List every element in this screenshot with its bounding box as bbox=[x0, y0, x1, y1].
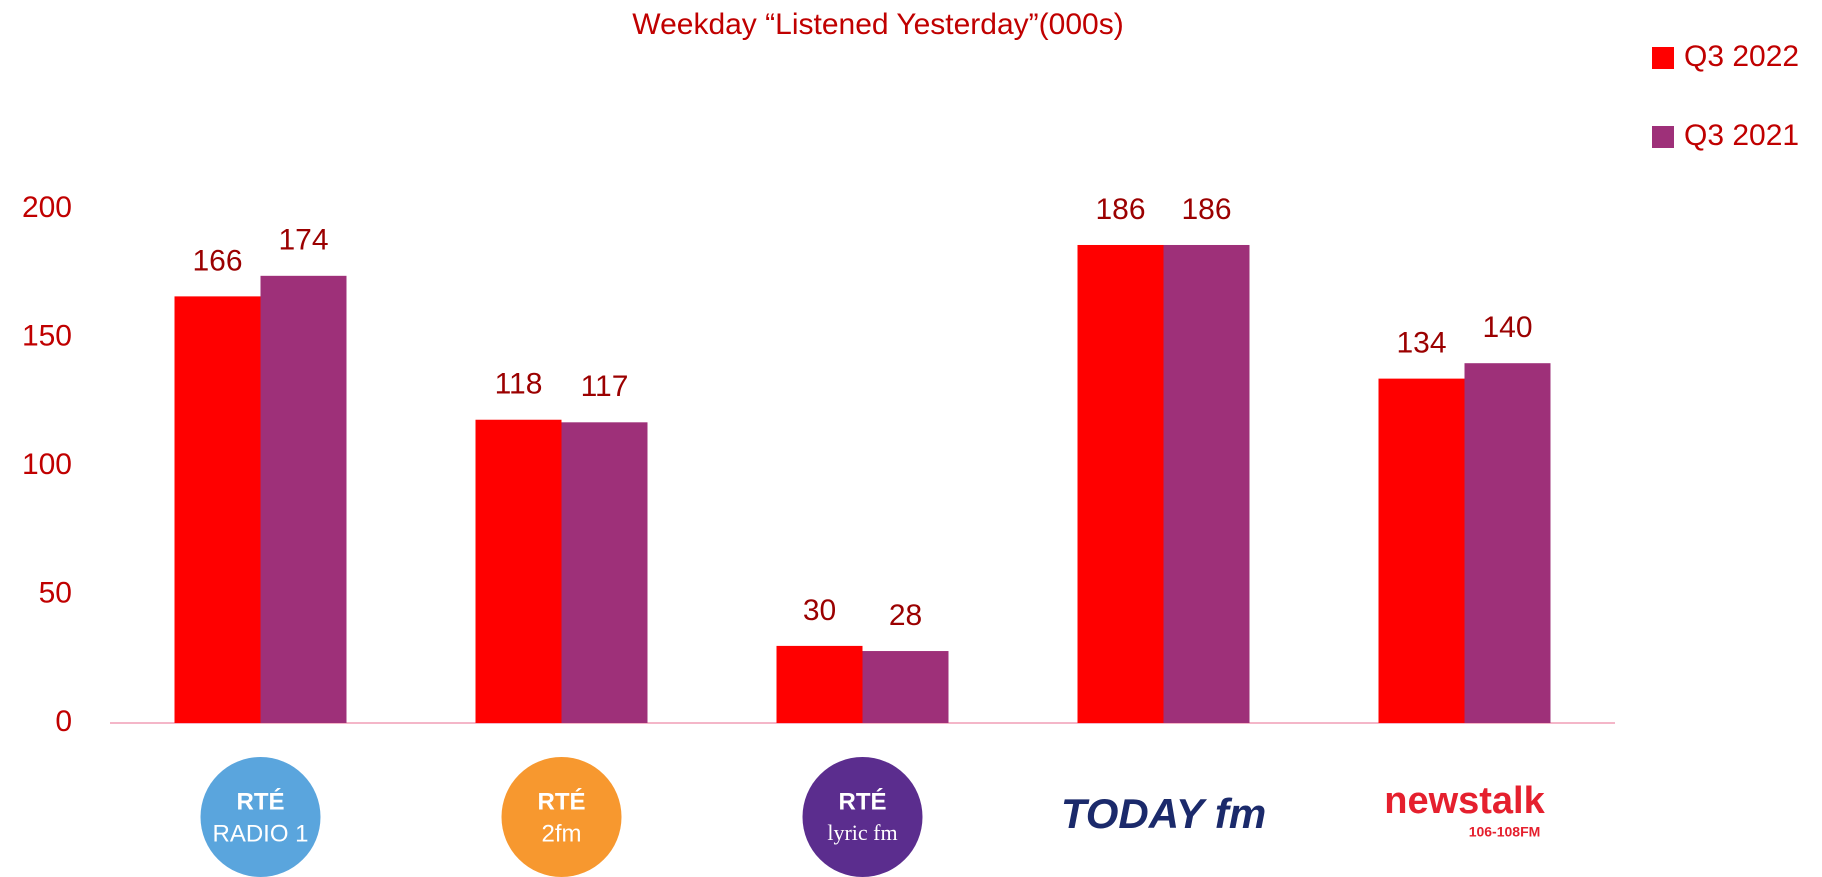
legend-label: Q3 2021 bbox=[1684, 119, 1799, 152]
legend-swatch bbox=[1652, 47, 1674, 69]
station-logo bbox=[200, 757, 321, 877]
chart-title: Weekday “Listened Yesterday”(000s) bbox=[632, 8, 1123, 41]
y-tick-label: 50 bbox=[39, 576, 72, 609]
value-label: 174 bbox=[278, 224, 328, 257]
bar bbox=[561, 422, 648, 723]
value-label: 140 bbox=[1482, 311, 1532, 344]
x-tick-label: RADIO 1 bbox=[212, 820, 308, 847]
station-logo bbox=[802, 757, 923, 877]
y-tick-label: 150 bbox=[22, 319, 72, 352]
x-tick-label: RTÉ bbox=[538, 787, 586, 815]
station-logo bbox=[501, 757, 622, 877]
x-tick-label: 2fm bbox=[541, 820, 581, 847]
x-tick-label: RTÉ bbox=[839, 787, 887, 815]
x-tick-label: newstalk bbox=[1384, 780, 1545, 822]
bar bbox=[1378, 378, 1465, 723]
y-tick-label: 200 bbox=[22, 191, 72, 224]
bar bbox=[475, 419, 562, 723]
value-label: 28 bbox=[889, 599, 922, 632]
x-tick-label: lyric fm bbox=[827, 820, 897, 845]
x-tick-label: TODAY fm bbox=[1061, 790, 1266, 837]
value-label: 186 bbox=[1181, 193, 1231, 226]
bar bbox=[1163, 244, 1250, 724]
y-tick-label: 0 bbox=[55, 705, 72, 738]
bar bbox=[1077, 244, 1164, 724]
value-label: 134 bbox=[1396, 327, 1446, 360]
bar bbox=[776, 645, 863, 723]
y-tick-label: 100 bbox=[22, 448, 72, 481]
bar bbox=[1464, 363, 1551, 723]
bar bbox=[174, 296, 261, 723]
value-label: 117 bbox=[581, 370, 629, 403]
x-tick-label: RTÉ bbox=[237, 787, 285, 815]
legend-label: Q3 2022 bbox=[1684, 40, 1799, 73]
value-label: 186 bbox=[1095, 193, 1145, 226]
bar bbox=[862, 651, 949, 723]
value-label: 30 bbox=[803, 594, 836, 627]
x-tick-label: 106-108FM bbox=[1469, 824, 1541, 840]
value-label: 118 bbox=[495, 368, 543, 401]
bar bbox=[260, 275, 347, 723]
legend-swatch bbox=[1652, 126, 1674, 148]
value-label: 166 bbox=[192, 244, 242, 277]
